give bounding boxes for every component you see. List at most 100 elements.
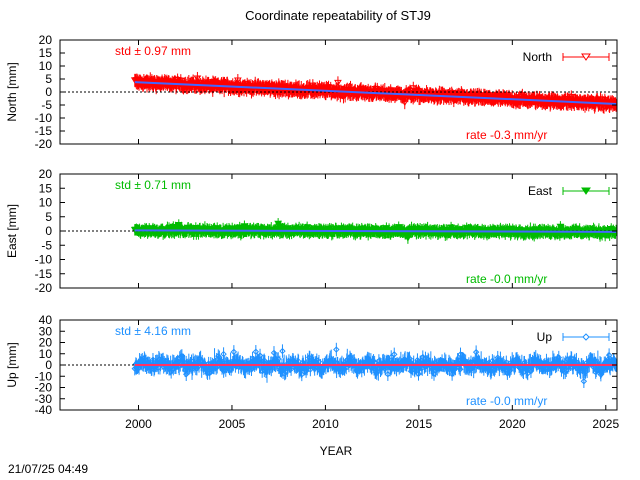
data-point	[494, 354, 501, 361]
data-point	[252, 348, 260, 355]
trend-line	[134, 81, 617, 105]
data-point	[333, 346, 340, 353]
data-point	[580, 378, 588, 385]
data-point	[208, 87, 217, 94]
y-tick-label: -15	[35, 124, 53, 138]
data-point	[196, 355, 204, 362]
data-point	[592, 368, 599, 376]
y-tick-label: -10	[35, 369, 53, 383]
x-tick-label: 2010	[312, 417, 339, 431]
data-point	[409, 85, 418, 92]
data-point	[384, 370, 392, 378]
data-point	[600, 104, 608, 111]
data-point	[270, 349, 278, 357]
legend-symbol	[582, 333, 590, 341]
x-tick-label: 2015	[406, 417, 433, 431]
data-point	[230, 226, 239, 234]
data-point	[275, 89, 283, 97]
legend-symbol	[581, 53, 591, 61]
data-point	[597, 371, 605, 378]
data-point	[236, 231, 245, 239]
y-tick-label: 10	[39, 196, 53, 210]
legend-label: North	[523, 50, 552, 64]
y-tick-label: 30	[39, 324, 53, 338]
data-point	[303, 224, 312, 231]
y-tick-label: -40	[35, 403, 53, 417]
rate-label: rate -0.0 mm/yr	[466, 272, 547, 286]
y-axis-label: North [mm]	[5, 62, 19, 121]
data-point	[199, 226, 208, 233]
y-tick-label: -15	[35, 267, 53, 281]
rate-label: rate -0.0 mm/yr	[466, 394, 547, 408]
data-point	[339, 93, 348, 101]
y-tick-label: -10	[35, 253, 53, 267]
data-point	[467, 227, 476, 234]
data-point	[287, 365, 295, 373]
y-tick-label: 10	[39, 347, 53, 361]
y-tick-label: -10	[35, 111, 53, 125]
data-point	[279, 347, 286, 355]
data-point	[530, 232, 539, 240]
data-point	[556, 223, 565, 231]
data-point	[612, 361, 617, 368]
data-point	[295, 358, 302, 365]
y-tick-label: -5	[41, 238, 52, 252]
y-tick-label: 0	[45, 85, 52, 99]
data-point	[561, 369, 569, 376]
legend-label: Up	[537, 330, 553, 344]
data-point	[308, 82, 317, 90]
data-point	[400, 99, 409, 107]
data-point	[371, 85, 380, 93]
data-point	[430, 370, 438, 378]
data-point	[220, 350, 227, 358]
data-point	[394, 224, 403, 231]
y-tick-label: 20	[39, 167, 53, 181]
data-point	[133, 364, 140, 372]
y-tick-label: -20	[35, 137, 53, 151]
legend: Up	[537, 330, 610, 344]
data-point	[334, 79, 342, 87]
data-point	[604, 356, 612, 363]
data-point	[572, 226, 581, 233]
x-tick-label: 2005	[219, 417, 246, 431]
data-point	[472, 348, 480, 356]
data-point	[216, 354, 223, 361]
data-point	[447, 224, 455, 232]
data-point	[281, 370, 288, 377]
data-point	[261, 357, 268, 364]
data-point	[563, 95, 572, 103]
data-point	[601, 232, 610, 240]
data-point	[481, 93, 489, 100]
y-tick-label: 15	[39, 46, 53, 60]
y-axis-label: Up [mm]	[5, 342, 19, 387]
data-point	[448, 370, 456, 378]
data-point	[415, 370, 422, 378]
data-point	[596, 232, 604, 240]
data-point	[457, 366, 464, 373]
std-label: std ± 4.16 mm	[115, 324, 191, 338]
data-point	[183, 371, 190, 378]
data-point	[449, 97, 458, 105]
data-point	[220, 80, 229, 87]
legend: East	[528, 184, 610, 198]
data-point	[406, 355, 413, 362]
data-point	[391, 351, 398, 358]
data-point	[256, 352, 264, 359]
y-axis-label: East [mm]	[5, 204, 19, 258]
y-tick-label: 0	[45, 358, 52, 372]
data-point	[404, 235, 412, 242]
x-tick-label: 2025	[592, 417, 619, 431]
timestamp: 21/07/25 04:49	[8, 462, 89, 476]
data-point	[240, 223, 249, 230]
y-tick-label: -20	[35, 281, 53, 295]
data-point	[605, 351, 613, 359]
y-tick-label: 5	[45, 72, 52, 86]
std-label: std ± 0.97 mm	[115, 44, 191, 58]
data-point	[323, 85, 332, 92]
chart-title: Coordinate repeatability of STJ9	[245, 8, 431, 23]
data-point	[553, 96, 562, 104]
